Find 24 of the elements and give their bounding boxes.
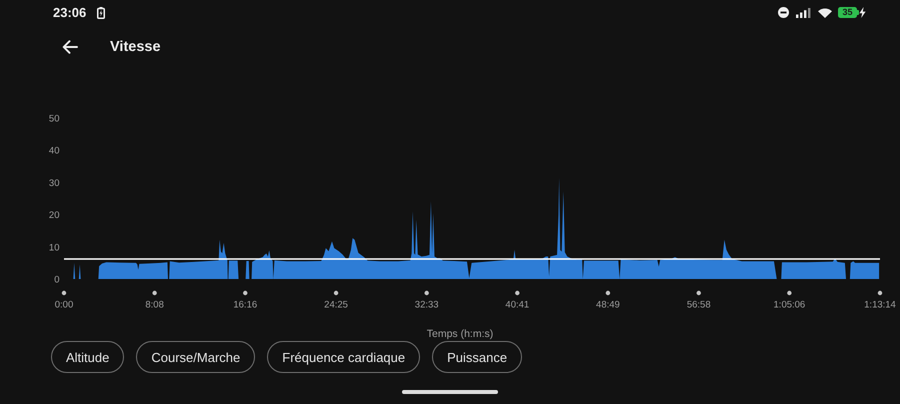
- x-tick-label: 48:49: [596, 300, 620, 310]
- y-tick-label: 50: [48, 114, 60, 124]
- x-tick-label: 8:08: [145, 300, 164, 310]
- filter-chip-button[interactable]: Course/Marche: [136, 341, 256, 373]
- x-tick-label: 24:25: [324, 300, 348, 310]
- x-tick-label: 1:13:14: [864, 300, 896, 310]
- y-tick-label: 10: [48, 242, 60, 254]
- y-tick-label: 0: [54, 274, 60, 286]
- filter-chip-button[interactable]: Puissance: [432, 341, 522, 373]
- battery-icon: 35: [838, 7, 859, 18]
- x-tick-label: 56:58: [686, 300, 711, 310]
- x-tick-label: 16:16: [233, 300, 258, 310]
- x-tick-label: 40:41: [505, 300, 530, 310]
- chart-title: Vitesse: [110, 38, 161, 56]
- y-tick-label: 40: [48, 146, 60, 157]
- filter-chip-button[interactable]: Fréquence cardiaque: [267, 341, 420, 373]
- x-tick-label: 0:00: [54, 300, 74, 310]
- filter-chip-button[interactable]: Altitude: [51, 341, 124, 373]
- y-tick-label: 20: [48, 210, 60, 222]
- text: 23:06: [53, 4, 86, 21]
- x-axis-title: Temps (h:m:s): [426, 328, 494, 341]
- y-tick-label: 30: [48, 178, 60, 189]
- x-tick-label: 1:05:06: [774, 300, 806, 310]
- x-tick-label: 32:33: [414, 300, 439, 310]
